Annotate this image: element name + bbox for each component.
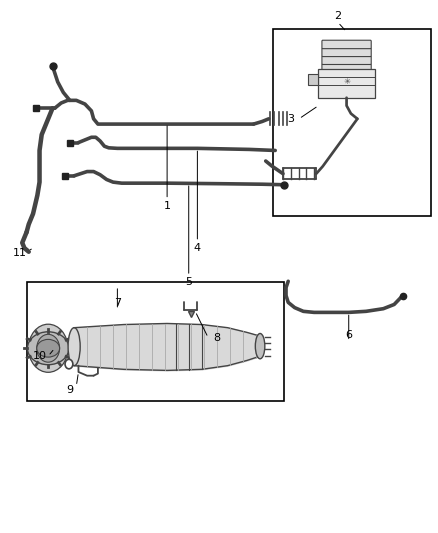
Text: 1: 1 (164, 201, 171, 211)
Bar (273, 29, 431, 216)
Bar (27, 282, 284, 401)
Bar (307, 74, 318, 85)
Text: 2: 2 (334, 11, 342, 21)
Text: 4: 4 (194, 243, 201, 253)
Text: 9: 9 (66, 385, 74, 395)
Circle shape (28, 324, 68, 373)
Bar (318, 69, 374, 98)
Text: ✳: ✳ (343, 77, 350, 86)
Text: 3: 3 (287, 114, 294, 124)
Circle shape (37, 334, 60, 362)
Ellipse shape (65, 359, 73, 369)
FancyBboxPatch shape (322, 40, 371, 49)
Text: 5: 5 (185, 277, 192, 287)
Text: 11: 11 (13, 248, 27, 259)
FancyBboxPatch shape (322, 56, 371, 64)
Ellipse shape (28, 332, 69, 365)
Ellipse shape (68, 328, 80, 366)
Ellipse shape (37, 340, 60, 357)
Text: 10: 10 (32, 351, 46, 361)
Text: 6: 6 (345, 330, 352, 340)
Ellipse shape (255, 334, 265, 359)
FancyBboxPatch shape (322, 64, 371, 72)
Text: 8: 8 (213, 333, 220, 343)
FancyBboxPatch shape (322, 48, 371, 56)
Text: 7: 7 (114, 298, 121, 309)
